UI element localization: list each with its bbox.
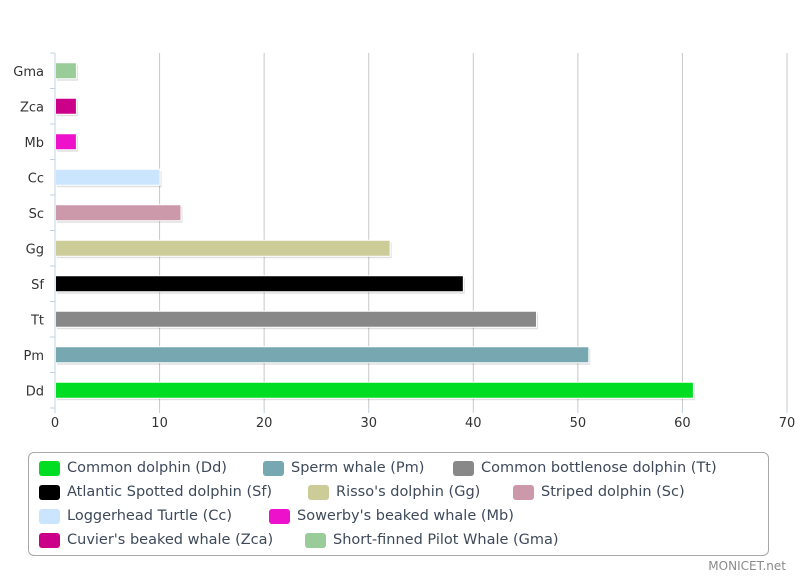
x-tick-label: 40 bbox=[465, 416, 482, 431]
category-label: Sc bbox=[29, 207, 44, 222]
legend-swatch bbox=[308, 484, 329, 500]
legend-label: Atlantic Spotted dolphin (Sf) bbox=[67, 484, 273, 500]
legend-item[interactable]: Striped dolphin (Sc) bbox=[513, 484, 685, 500]
credit-link[interactable]: MONICET.net bbox=[708, 559, 786, 573]
category-labels: Gma Zca Mb Cc Sc Gg Sf Tt Pm Dd bbox=[13, 65, 44, 400]
category-label: Mb bbox=[25, 136, 44, 151]
category-label: Gg bbox=[26, 242, 44, 257]
legend: Common dolphin (Dd) Sperm whale (Pm) Com… bbox=[28, 452, 769, 556]
bar-chart: Gma Zca Mb Cc Sc Gg Sf Tt Pm Dd 0 10 20 30 40 50 60 70 bbox=[13, 52, 795, 431]
legend-item[interactable]: Loggerhead Turtle (Cc) bbox=[39, 508, 232, 524]
category-label: Gma bbox=[13, 65, 44, 80]
legend-swatch bbox=[39, 460, 60, 476]
legend-label: Loggerhead Turtle (Cc) bbox=[67, 508, 233, 524]
legend-label: Striped dolphin (Sc) bbox=[541, 484, 685, 500]
legend-label: Risso's dolphin (Gg) bbox=[336, 484, 481, 500]
legend-item[interactable]: Short-finned Pilot Whale (Gma) bbox=[305, 532, 559, 548]
category-label: Zca bbox=[20, 100, 44, 115]
category-label: Cc bbox=[28, 171, 44, 186]
x-tick-label: 10 bbox=[151, 416, 168, 431]
category-label: Tt bbox=[30, 313, 44, 328]
x-tick-label: 20 bbox=[256, 416, 273, 431]
x-tick-label: 70 bbox=[779, 416, 796, 431]
legend-label: Sowerby's beaked whale (Mb) bbox=[297, 508, 514, 524]
tick-labels: 0 10 20 30 40 50 60 70 bbox=[51, 416, 795, 431]
legend-item[interactable]: Sowerby's beaked whale (Mb) bbox=[269, 508, 514, 524]
bar-Pm bbox=[55, 346, 590, 364]
category-label: Dd bbox=[26, 384, 44, 399]
legend-swatch bbox=[269, 508, 290, 524]
bar-Zca bbox=[55, 97, 77, 115]
legend-item[interactable]: Risso's dolphin (Gg) bbox=[308, 484, 480, 500]
bar-Sf bbox=[55, 275, 464, 293]
legend-label: Common bottlenose dolphin (Tt) bbox=[481, 460, 717, 476]
legend-swatch bbox=[513, 484, 534, 500]
legend-label: Short-finned Pilot Whale (Gma) bbox=[333, 532, 559, 548]
legend-swatch bbox=[39, 484, 60, 500]
legend-item[interactable]: Common bottlenose dolphin (Tt) bbox=[453, 460, 717, 476]
legend-swatch bbox=[305, 532, 326, 548]
x-tick-label: 30 bbox=[360, 416, 377, 431]
bar-Gg bbox=[55, 239, 391, 257]
legend-label: Common dolphin (Dd) bbox=[67, 460, 227, 476]
legend-item[interactable]: Atlantic Spotted dolphin (Sf) bbox=[39, 484, 272, 500]
bar-Dd bbox=[55, 381, 694, 399]
bar-Cc bbox=[55, 168, 161, 186]
legend-item[interactable]: Cuvier's beaked whale (Zca) bbox=[39, 532, 273, 548]
category-label: Pm bbox=[23, 349, 44, 364]
bar-Tt bbox=[55, 310, 538, 328]
legend-swatch bbox=[453, 460, 474, 476]
legend-item[interactable]: Sperm whale (Pm) bbox=[263, 460, 424, 476]
bar-Gma bbox=[55, 62, 77, 80]
legend-swatch bbox=[39, 532, 60, 548]
bar-Mb bbox=[55, 133, 77, 151]
x-tick-label: 60 bbox=[674, 416, 691, 431]
axes bbox=[50, 52, 788, 413]
bar-Sc bbox=[55, 204, 182, 222]
category-label: Sf bbox=[31, 278, 44, 293]
bars bbox=[55, 62, 695, 401]
legend-label: Sperm whale (Pm) bbox=[291, 460, 425, 476]
x-tick-label: 0 bbox=[51, 416, 59, 431]
gridlines bbox=[159, 53, 788, 408]
legend-item[interactable]: Common dolphin (Dd) bbox=[39, 460, 227, 476]
legend-swatch bbox=[263, 460, 284, 476]
legend-label: Cuvier's beaked whale (Zca) bbox=[67, 532, 274, 548]
x-tick-label: 50 bbox=[570, 416, 587, 431]
legend-swatch bbox=[39, 508, 60, 524]
